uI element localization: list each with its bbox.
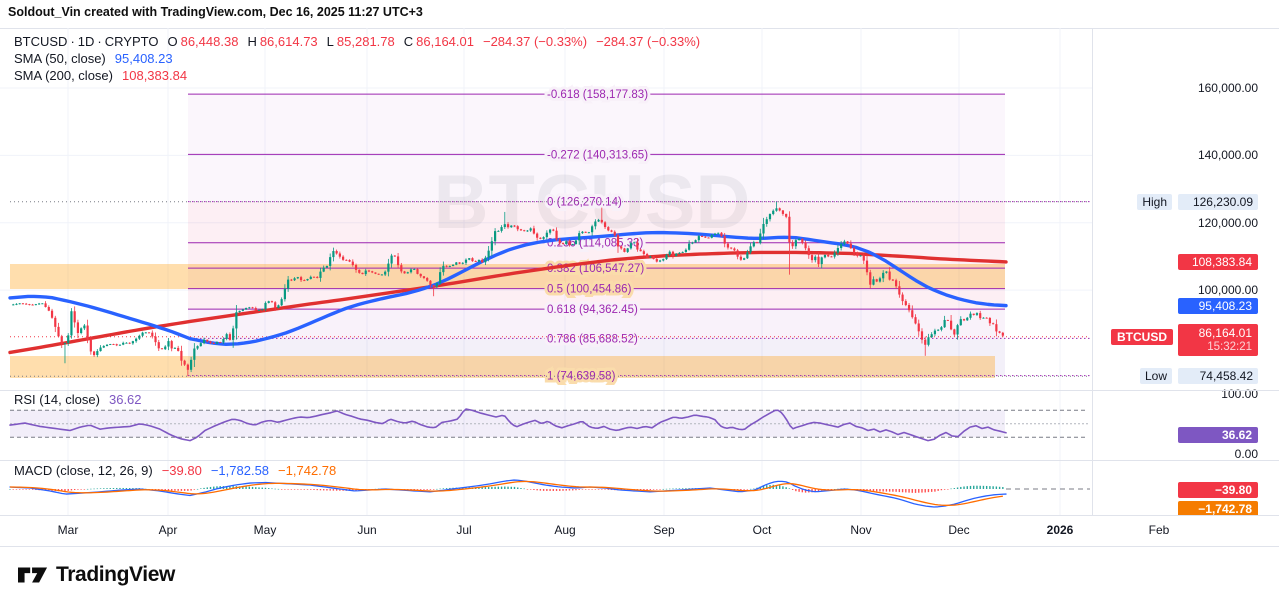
header-separator [0,28,1279,29]
sma200-price-badge: 108,383.84 [1178,253,1258,270]
rsi-legend-row[interactable]: RSI (14, close) 36.62 [14,392,142,407]
time-axis-label-may: May [253,523,277,537]
low-value: 85,281.78 [336,34,395,49]
fib-level-label: 0.786 (85,688.52) [547,333,638,345]
sma50-legend-row[interactable]: SMA (50, close) 95,408.23 [14,50,703,67]
low-marker-value: 74,458.42 [1178,368,1258,385]
time-axis-label-apr: Apr [158,523,178,537]
candlesticks [12,201,1004,377]
high-value: 86,614.73 [259,34,318,49]
rsi-value-badge: 36.62 [1178,427,1258,443]
macd-legend-row[interactable]: MACD (close, 12, 26, 9) −39.80 −1,782.58 −1… [14,463,336,478]
high-marker-label: High [1137,193,1172,210]
close-value: 86,164.01 [416,34,474,49]
sma50-value: 95,408.23 [114,51,173,66]
price-scale[interactable]: 160,000.00 140,000.00 120,000.00 100,000.00… [1093,28,1279,545]
symbol-legend-row[interactable]: BTCUSD · 1D · CRYPTO O 86,448.38 H 86,614.73 L 85,… [14,33,703,50]
legend-exchange[interactable]: CRYPTO [104,34,159,49]
price-scale-tick: 100,000.00 [1197,283,1258,298]
sma200-legend-row[interactable]: SMA (200, close) 108,383.84 [14,67,703,84]
high-marker-value: 126,230.09 [1178,193,1258,210]
time-axis-label-jul: Jul [456,523,472,537]
tradingview-logo-icon [18,567,48,583]
price-scale-tick: 120,000.00 [1197,215,1258,230]
fib-level-label: 0 (126,270.14) [547,197,622,209]
change-value-2: −284.37 (−0.33%) [596,34,701,49]
panel-separator-rsi[interactable] [0,390,1279,391]
symbol-price-label: BTCUSD [1111,328,1173,345]
time-axis-label-oct: Oct [752,523,772,537]
time-axis-label-nov: Nov [850,523,872,537]
sma200-value: 108,383.84 [122,68,188,83]
open-label: O [167,34,178,49]
indicator-scale-tick: 0.00 [1234,447,1258,461]
macd-hist-value: −39.80 [161,463,202,478]
rsi-label[interactable]: RSI (14, close) [14,392,100,407]
sma50-price-badge: 95,408.23 [1178,297,1258,314]
close-label: C [403,34,414,49]
low-marker: Low 74,458.42 [1139,368,1258,385]
time-axis-label-aug: Aug [554,523,576,537]
macd-hist-badge: −39.80 [1178,482,1258,498]
macd-line-value: −1,782.58 [210,463,270,478]
change-value: −284.37 (−0.33%) [482,34,588,49]
open-value: 86,448.38 [180,34,239,49]
chart-area[interactable]: BTCUSD -0.618 (158,177.83) -0.272 (140,313… [0,0,1092,545]
sma200-label[interactable]: SMA (200, close) [14,68,113,83]
price-scale-tick: 160,000.00 [1197,81,1258,95]
low-label: L [326,34,334,49]
time-axis-label-mar: Mar [57,523,79,537]
current-price-value: 86,164.01 [1198,325,1252,340]
tradingview-logo-text: TradingView [56,563,175,586]
bar-countdown: 15:32:21 [1207,340,1252,353]
fib-level-label: 0.5 (100,454.86) [547,284,632,296]
panel-separator-macd[interactable] [0,460,1279,461]
chart-canvas[interactable]: BTCUSD -0.618 (158,177.83) -0.272 (140,313… [0,0,1092,545]
time-axis-label-sep: Sep [653,523,675,537]
high-marker: High 126,230.09 [1137,193,1258,210]
fib-level-label: -0.272 (140,313.65) [547,149,648,161]
macd-signal-value: −1,742.78 [278,463,337,478]
price-scale-tick: 140,000.00 [1197,148,1258,163]
tradingview-logo[interactable]: TradingView [18,563,175,587]
low-marker-label: Low [1139,368,1172,385]
fib-level-label: -0.618 (158,177.83) [547,89,648,101]
scale-separator [1092,28,1093,545]
legend-dot: · [70,34,75,49]
legend-interval[interactable]: 1D [77,34,95,49]
sma50-label[interactable]: SMA (50, close) [14,51,106,66]
time-axis-label-dec: Dec [948,523,970,537]
time-axis-label-jun: Jun [357,523,377,537]
high-label: H [247,34,257,49]
fib-level-label: 1 (74,639.58) [547,371,616,383]
attribution-text: Soldout_Vin created with TradingView.com… [8,5,423,19]
fib-level-label: 0.618 (94,362.45) [547,304,638,316]
time-axis[interactable]: Mar Apr May Jun Jul Aug Sep Oct Nov Dec 2026 Feb [0,515,1279,547]
rsi-value: 36.62 [108,392,142,407]
macd-signal-badge: −1,742.78 [1178,501,1258,517]
time-axis-label-feb: Feb [1148,523,1170,537]
macd-label[interactable]: MACD (close, 12, 26, 9) [14,463,153,478]
current-price-badge: 86,164.01 15:32:21 [1178,323,1258,356]
main-legend[interactable]: BTCUSD · 1D · CRYPTO O 86,448.38 H 86,614.73 L 85,… [14,33,703,84]
legend-dot: · [97,34,102,49]
time-axis-label-2026: 2026 [1046,523,1074,537]
legend-symbol[interactable]: BTCUSD [14,34,68,49]
